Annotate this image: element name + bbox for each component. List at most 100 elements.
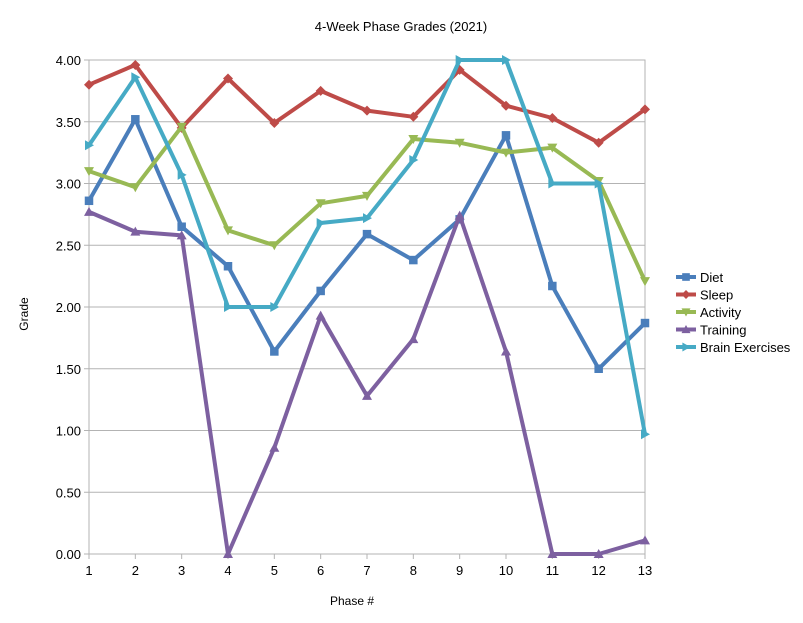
data-point-sleep [593, 137, 604, 148]
series-activity [84, 122, 650, 287]
data-point-activity [547, 143, 558, 153]
data-point-diet [594, 364, 603, 373]
data-point-brain-exercises [641, 429, 650, 440]
y-axis-ticks: 0.00 0.50 1.00 1.50 2.00 2.50 3.00 3.50 4.00 [56, 53, 89, 562]
data-point-diet [223, 261, 233, 271]
data-point-training [547, 549, 558, 558]
grid [89, 59, 645, 555]
data-point-sleep [640, 104, 650, 115]
data-point-training [84, 206, 94, 216]
data-point-training [130, 226, 141, 236]
data-point-activity [176, 122, 187, 132]
legend-item-activity: Activity [676, 305, 742, 320]
data-point-training [454, 210, 465, 220]
data-point-diet [131, 115, 140, 124]
legend-label: Sleep [700, 288, 733, 303]
legend-item-diet: Diet [676, 270, 724, 285]
legend-marker [681, 325, 691, 334]
data-point-training [593, 549, 604, 558]
legend-item-brain-exercises: Brain Exercises [676, 340, 791, 355]
data-point-diet [409, 255, 418, 265]
data-point-brain-exercises [131, 72, 141, 83]
series-brain-exercises [85, 55, 650, 440]
data-point-diet [640, 318, 650, 328]
data-point-diet [548, 281, 557, 291]
data-point-activity [640, 277, 650, 287]
legend-item-training: Training [676, 323, 746, 338]
data-point-activity [315, 199, 326, 209]
data-point-brain-exercises [85, 140, 94, 151]
data-point-brain-exercises [270, 302, 280, 312]
x-tick-label: 13 [638, 563, 652, 578]
x-tick-label: 9 [456, 563, 463, 578]
y-tick-label: 1.50 [56, 362, 81, 377]
data-point-activity [130, 183, 141, 193]
data-point-diet [362, 229, 372, 239]
data-point-training [408, 334, 419, 344]
y-axis-label: Grade [17, 297, 31, 331]
legend-label: Brain Exercises [700, 340, 791, 355]
series-line-training [87, 209, 647, 556]
data-point-training [315, 310, 326, 320]
legend-marker [682, 342, 691, 352]
legend-marker [681, 308, 691, 317]
series-group [84, 55, 650, 558]
x-tick-label: 8 [410, 563, 417, 578]
x-tick-label: 1 [85, 563, 92, 578]
legend-label: Training [700, 323, 746, 338]
x-tick-label: 6 [317, 563, 324, 578]
data-point-sleep [501, 100, 511, 111]
data-point-sleep [362, 105, 372, 116]
x-tick-label: 7 [363, 563, 370, 578]
y-tick-label: 0.00 [56, 547, 81, 562]
data-point-activity [269, 241, 280, 251]
y-tick-label: 0.50 [56, 485, 81, 500]
data-point-activity [454, 138, 465, 148]
data-point-brain-exercises [363, 213, 372, 224]
data-point-brain-exercises [224, 302, 233, 312]
legend-label: Activity [700, 305, 742, 320]
y-tick-label: 1.00 [56, 424, 81, 439]
data-point-sleep [84, 79, 94, 90]
data-point-brain-exercises [594, 178, 604, 189]
data-point-diet [270, 347, 279, 356]
data-point-sleep [315, 85, 326, 96]
legend-marker [682, 273, 690, 281]
data-point-brain-exercises [502, 55, 511, 65]
data-point-training [269, 442, 280, 452]
data-point-sleep [269, 117, 280, 128]
data-point-sleep [547, 113, 558, 124]
data-point-brain-exercises [409, 155, 419, 166]
legend-marker [681, 290, 691, 299]
data-point-sleep [130, 59, 141, 70]
data-point-activity [501, 148, 511, 158]
data-point-training [640, 535, 650, 545]
y-tick-label: 2.00 [56, 300, 81, 315]
y-tick-label: 3.50 [56, 115, 81, 130]
data-point-diet [84, 196, 94, 206]
data-point-brain-exercises [455, 55, 465, 65]
x-axis-ticks: 1 2 3 4 5 6 7 8 9 10 11 12 13 [85, 554, 652, 578]
data-point-brain-exercises [177, 169, 187, 180]
data-point-sleep [408, 111, 419, 122]
y-tick-label: 4.00 [56, 53, 81, 68]
data-point-training [501, 346, 511, 356]
data-point-training [176, 230, 187, 240]
x-tick-label: 5 [271, 563, 278, 578]
data-point-activity [362, 191, 372, 201]
chart-title: 4-Week Phase Grades (2021) [315, 19, 487, 34]
x-tick-label: 10 [499, 563, 513, 578]
data-point-brain-exercises [316, 218, 326, 229]
data-point-training [362, 390, 372, 400]
data-point-diet [177, 222, 186, 231]
x-axis-label: Phase # [330, 594, 374, 608]
x-tick-label: 4 [224, 563, 231, 578]
data-point-activity [223, 226, 233, 236]
data-point-brain-exercises [548, 178, 558, 189]
legend-item-sleep: Sleep [676, 288, 733, 303]
series-line-sleep [87, 62, 647, 145]
x-tick-label: 11 [546, 563, 560, 578]
y-tick-label: 3.00 [56, 177, 81, 192]
data-point-activity [84, 167, 94, 177]
